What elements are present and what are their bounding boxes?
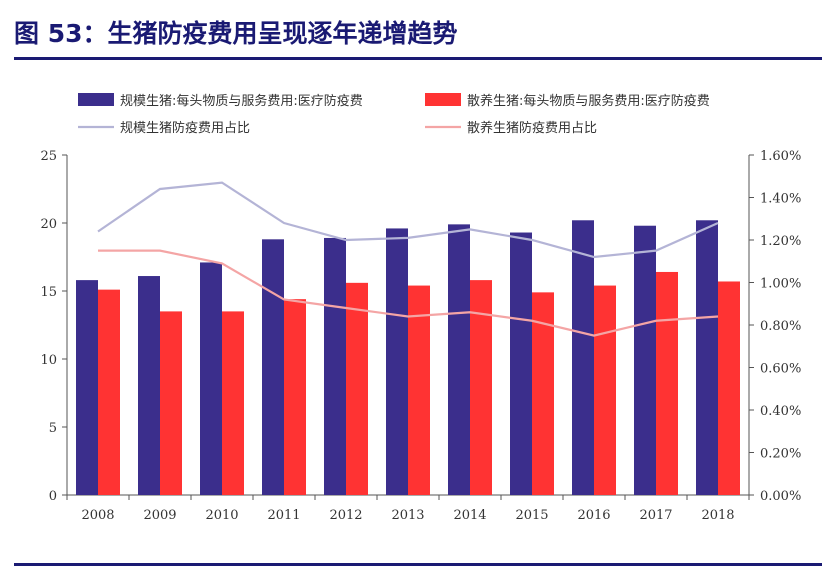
bar <box>718 281 740 495</box>
x-tick-label: 2013 <box>391 508 424 523</box>
left-tick-label: 25 <box>40 149 57 164</box>
x-tick-label: 2008 <box>81 508 114 523</box>
legend: 规模生猪:每头物质与服务费用:医疗防疫费 散养生猪:每头物质与服务费用:医疗防疫费… <box>78 93 710 136</box>
x-tick-label: 2017 <box>639 508 672 523</box>
left-tick-label: 0 <box>49 489 57 504</box>
bar <box>386 228 408 495</box>
tick-labels: 0 5 10 15 20 25 0.00% 0.20% 0.40% 0.60% 0.80% 1.00%… <box>40 149 801 523</box>
bar <box>98 289 120 495</box>
line-series <box>97 181 719 259</box>
legend-label: 规模生猪:每头物质与服务费用:医疗防疫费 <box>120 93 363 109</box>
bars <box>76 220 740 496</box>
left-tick-label: 20 <box>40 217 57 232</box>
right-tick-label: 0.40% <box>760 404 801 419</box>
bar <box>448 224 470 496</box>
bar <box>346 282 368 495</box>
left-tick-label: 15 <box>40 285 57 300</box>
x-tick-label: 2016 <box>577 508 610 523</box>
right-tick-label: 1.00% <box>760 277 801 292</box>
x-tick-label: 2018 <box>701 508 734 523</box>
bar <box>696 220 718 495</box>
bar <box>594 285 616 495</box>
bar <box>284 299 306 495</box>
title-divider <box>14 57 822 60</box>
lines <box>97 181 719 337</box>
right-tick-label: 0.20% <box>760 447 801 462</box>
right-tick-label: 1.60% <box>760 149 801 164</box>
right-tick-label: 0.00% <box>760 489 801 504</box>
legend-swatch <box>425 93 461 106</box>
bar <box>470 280 492 495</box>
bar <box>656 271 678 495</box>
right-tick-label: 1.20% <box>760 234 801 249</box>
x-tick-label: 2011 <box>267 508 300 523</box>
legend-swatch <box>78 93 114 106</box>
bar <box>510 232 532 495</box>
bar <box>200 262 222 495</box>
line-series <box>98 249 719 337</box>
x-tick-label: 2015 <box>515 508 548 523</box>
bar <box>160 311 182 495</box>
x-tick-label: 2014 <box>453 508 486 523</box>
left-tick-label: 10 <box>40 353 57 368</box>
legend-label: 规模生猪防疫费用占比 <box>120 120 250 136</box>
bar <box>262 239 284 495</box>
x-tick-label: 2012 <box>329 508 362 523</box>
right-tick-label: 1.40% <box>760 192 801 207</box>
legend-label: 散养生猪防疫费用占比 <box>467 120 597 136</box>
left-tick-label: 5 <box>49 421 57 436</box>
x-tick-label: 2010 <box>205 508 238 523</box>
bar <box>532 292 554 495</box>
bar <box>572 220 594 495</box>
bar <box>138 276 160 495</box>
bottom-divider <box>14 563 822 566</box>
bar <box>408 285 430 495</box>
bar <box>634 225 656 495</box>
right-tick-label: 0.60% <box>760 362 801 377</box>
right-tick-label: 0.80% <box>760 319 801 334</box>
x-tick-label: 2009 <box>143 508 176 523</box>
figure-title: 图 53：生猪防疫费用呈现逐年递增趋势 <box>14 19 458 48</box>
bar <box>222 311 244 495</box>
legend-label: 散养生猪:每头物质与服务费用:医疗防疫费 <box>467 93 710 109</box>
bar <box>76 280 98 495</box>
bar <box>324 237 346 495</box>
